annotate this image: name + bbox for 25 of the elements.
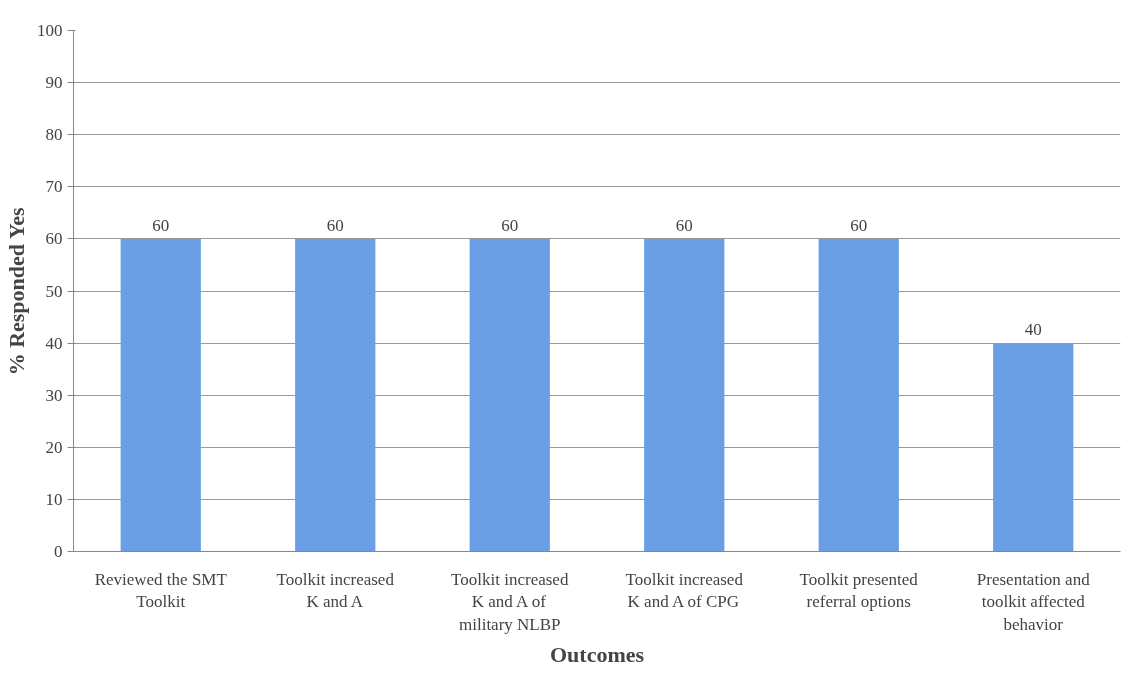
x-tick-label: Toolkit increased K and A of military NLBP bbox=[451, 569, 569, 635]
y-tick-label: 30 bbox=[45, 385, 63, 405]
x-tick-label: Toolkit increased K and A bbox=[276, 569, 395, 612]
data-label: 60 bbox=[675, 215, 693, 235]
y-tick-label: 40 bbox=[45, 333, 63, 353]
y-tick-label: 70 bbox=[45, 177, 63, 197]
y-tick-label: 90 bbox=[45, 73, 63, 93]
x-axis-title: Outcomes bbox=[549, 642, 645, 668]
x-tick-label: Toolkit increased K and A of CPG bbox=[625, 569, 744, 612]
data-label: 60 bbox=[501, 215, 519, 235]
y-tick-label: 20 bbox=[45, 437, 63, 457]
y-tick-label: 50 bbox=[45, 281, 63, 301]
data-label: 60 bbox=[850, 215, 868, 235]
x-tick-label: Toolkit presented referral options bbox=[799, 569, 919, 612]
y-tick-label: 60 bbox=[45, 229, 63, 249]
y-axis-title: % Responded Yes bbox=[4, 207, 29, 376]
data-label: 60 bbox=[326, 215, 344, 235]
data-label: 40 bbox=[1024, 320, 1042, 340]
y-tick-label: 10 bbox=[45, 489, 63, 509]
data-label: 60 bbox=[152, 215, 170, 235]
x-tick-label: Reviewed the SMT Toolkit bbox=[94, 569, 228, 612]
x-tick-label: Presentation and toolkit affected behavior bbox=[976, 569, 1091, 635]
y-tick-label: 0 bbox=[54, 542, 63, 561]
y-tick-label: 80 bbox=[45, 125, 63, 145]
y-tick-label: 100 bbox=[37, 21, 63, 40]
